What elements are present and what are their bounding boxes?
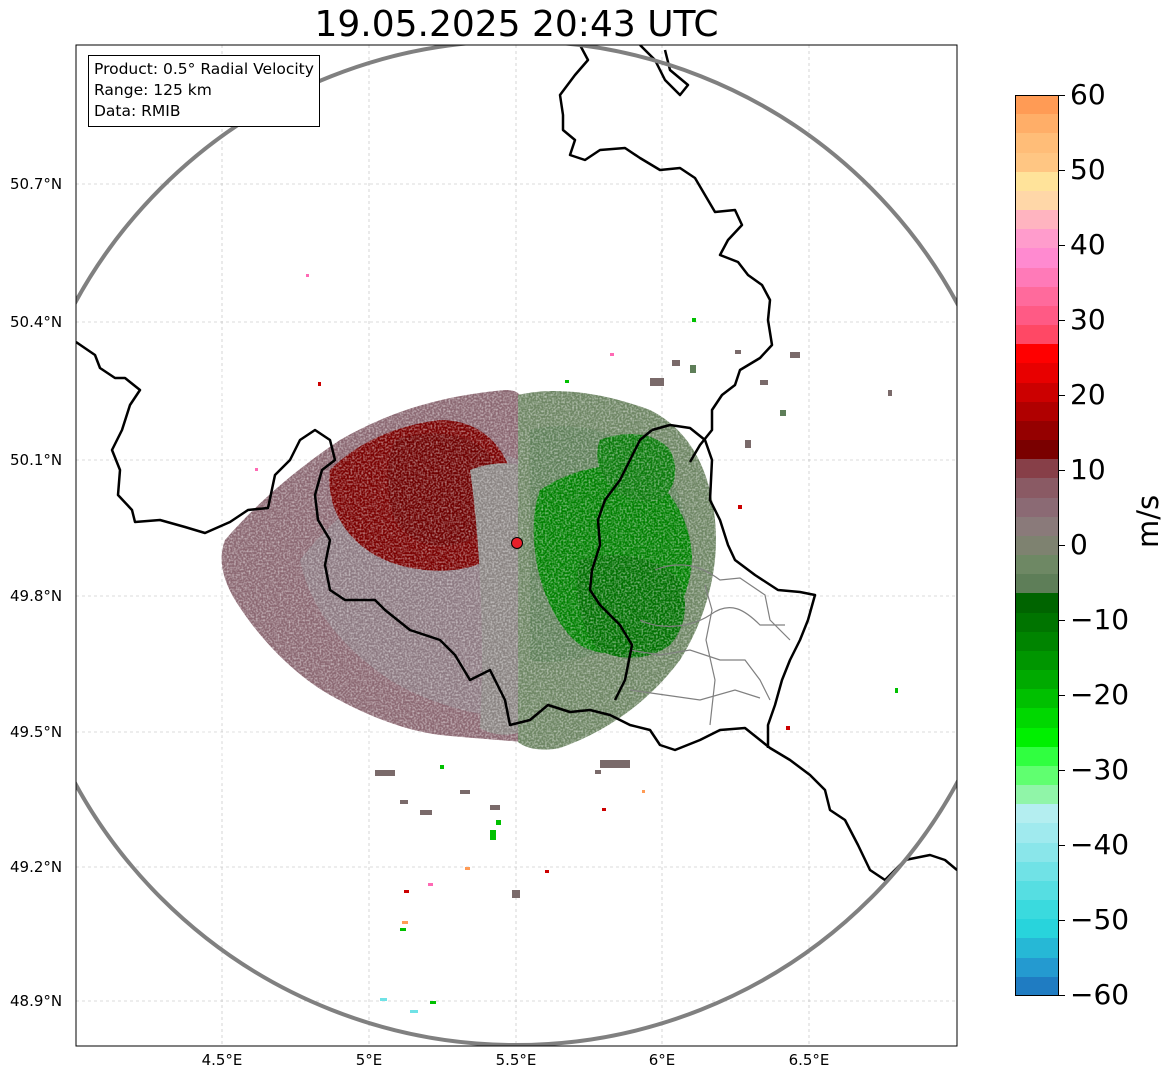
colorbar-band	[1015, 517, 1059, 537]
colorbar-band	[1015, 823, 1059, 844]
colorbar-band	[1015, 632, 1059, 652]
colorbar-tick-mark	[1058, 545, 1065, 546]
colorbar-band	[1015, 862, 1059, 882]
colorbar-tick-label: 0	[1070, 528, 1088, 561]
colorbar-band	[1015, 555, 1059, 575]
region-borders	[629, 564, 791, 726]
colorbar-band	[1015, 363, 1059, 384]
colorbar-band	[1015, 804, 1059, 824]
colorbar-band	[1015, 478, 1059, 499]
colorbar	[1015, 95, 1059, 996]
lon-tick-label: 4.5°E	[201, 1051, 243, 1069]
colorbar-band	[1015, 325, 1059, 345]
colorbar-band	[1015, 689, 1059, 709]
colorbar-band	[1015, 938, 1059, 959]
colorbar-tick-mark	[1058, 470, 1065, 471]
radar-map	[75, 44, 958, 1047]
colorbar-tick-label: 60	[1070, 78, 1106, 111]
colorbar-tick-mark	[1058, 320, 1065, 321]
lat-tick-label: 50.1°N	[10, 451, 63, 469]
colorbar-band	[1015, 708, 1059, 729]
map-title: 19.05.2025 20:43 UTC	[314, 4, 719, 45]
colorbar-band	[1015, 95, 1059, 115]
colorbar-tick-label: 30	[1070, 303, 1106, 336]
colorbar-band	[1015, 747, 1059, 767]
colorbar-band	[1015, 229, 1059, 249]
colorbar-band	[1015, 440, 1059, 460]
colorbar-band	[1015, 344, 1059, 364]
colorbar-band	[1015, 421, 1059, 441]
colorbar-tick-label: 20	[1070, 378, 1106, 411]
colorbar-band	[1015, 210, 1059, 230]
colorbar-tick-mark	[1058, 695, 1065, 696]
colorbar-tick-label: −10	[1070, 603, 1130, 636]
colorbar-band	[1015, 843, 1059, 863]
product-label: Product: 0.5° Radial Velocity	[94, 60, 314, 78]
colorbar-tick-mark	[1058, 770, 1065, 771]
colorbar-band	[1015, 459, 1059, 479]
colorbar-band	[1015, 268, 1059, 288]
colorbar-tick-mark	[1058, 245, 1065, 246]
radar-site-marker	[511, 537, 523, 549]
axes-frame	[75, 44, 958, 1047]
colorbar-frame	[1015, 95, 1059, 996]
colorbar-tick-mark	[1058, 845, 1065, 846]
colorbar-tick-mark	[1058, 170, 1065, 171]
colorbar-band	[1015, 785, 1059, 805]
colorbar-band	[1015, 114, 1059, 134]
colorbar-tick-label: −60	[1070, 978, 1130, 1011]
colorbar-band	[1015, 153, 1059, 173]
colorbar-band	[1015, 133, 1059, 154]
lat-tick-label: 50.4°N	[10, 313, 63, 331]
colorbar-band	[1015, 958, 1059, 978]
colorbar-band	[1015, 248, 1059, 269]
range-ring	[76, 45, 957, 1046]
colorbar-band	[1015, 651, 1059, 671]
lat-tick-label: 49.8°N	[10, 587, 63, 605]
lat-tick-label: 49.5°N	[10, 723, 63, 741]
colorbar-tick-label: −40	[1070, 828, 1130, 861]
colorbar-tick-mark	[1058, 395, 1065, 396]
colorbar-tick-mark	[1058, 995, 1065, 996]
colorbar-tick-label: −30	[1070, 753, 1130, 786]
colorbar-band	[1015, 900, 1059, 920]
velocity-echoes	[200, 274, 898, 1013]
lon-tick-label: 5.5°E	[495, 1051, 537, 1069]
colorbar-band	[1015, 536, 1059, 556]
colorbar-band	[1015, 766, 1059, 786]
colorbar-band	[1015, 287, 1059, 307]
colorbar-band	[1015, 593, 1059, 614]
colorbar-tick-label: 50	[1070, 153, 1106, 186]
colorbar-unit-label: m/s	[1131, 494, 1165, 548]
colorbar-band	[1015, 191, 1059, 211]
colorbar-tick-mark	[1058, 920, 1065, 921]
data-source-label: Data: RMIB	[94, 102, 181, 120]
colorbar-band	[1015, 728, 1059, 748]
colorbar-tick-mark	[1058, 620, 1065, 621]
colorbar-band	[1015, 498, 1059, 518]
lat-tick-label: 49.2°N	[10, 858, 63, 876]
colorbar-band	[1015, 919, 1059, 939]
colorbar-band	[1015, 402, 1059, 422]
range-label: Range: 125 km	[94, 81, 212, 99]
colorbar-tick-label: 10	[1070, 453, 1106, 486]
colorbar-band	[1015, 306, 1059, 326]
lat-tick-label: 50.7°N	[10, 175, 63, 193]
colorbar-band	[1015, 172, 1059, 192]
lon-tick-label: 6.5°E	[788, 1051, 830, 1069]
colorbar-tick-label: −50	[1070, 903, 1130, 936]
colorbar-tick-label: 40	[1070, 228, 1106, 261]
info-box: Product: 0.5° Radial Velocity Range: 125…	[88, 55, 320, 127]
colorbar-band	[1015, 383, 1059, 403]
colorbar-band	[1015, 881, 1059, 901]
colorbar-tick-label: −20	[1070, 678, 1130, 711]
colorbar-band	[1015, 670, 1059, 690]
lat-tick-label: 48.9°N	[10, 992, 63, 1010]
colorbar-band	[1015, 574, 1059, 594]
colorbar-band	[1015, 613, 1059, 633]
colorbar-band	[1015, 977, 1059, 996]
lon-tick-label: 6°E	[648, 1051, 676, 1069]
colorbar-tick-mark	[1058, 95, 1065, 96]
lon-tick-label: 5°E	[355, 1051, 383, 1069]
